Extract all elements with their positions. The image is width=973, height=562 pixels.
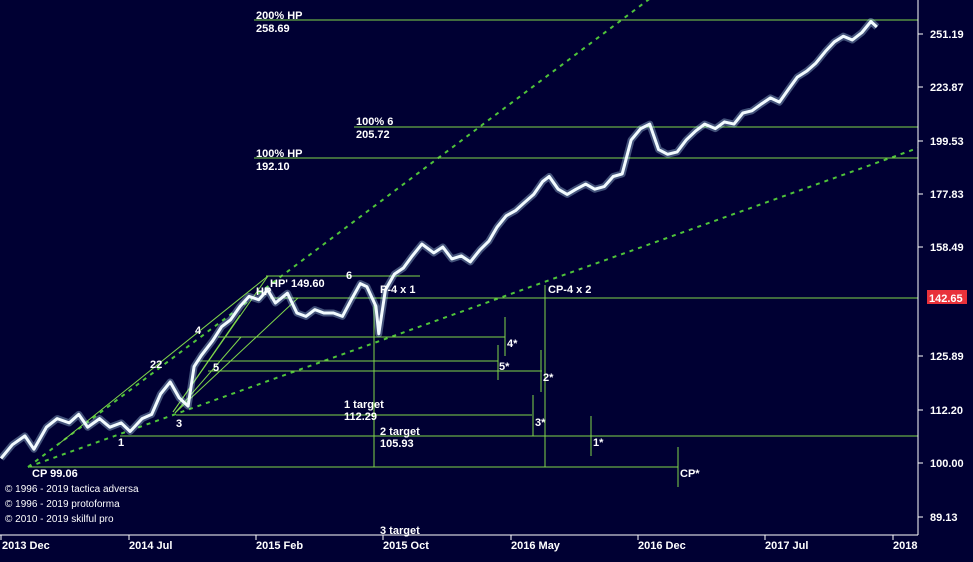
- level-label-1-target-name: 1 target: [344, 399, 384, 411]
- x-tick-label: 2015 Feb: [256, 540, 303, 552]
- level-label-2-target-value: 105.93: [380, 438, 414, 450]
- level-lines: [30, 19, 918, 468]
- point-label-group: HP 6 4 22 5 3 1 P-4 x 1 CP-4 x 2 4* 5* 2…: [118, 270, 700, 480]
- y-tick-label: 177.83: [930, 189, 964, 201]
- level-label-100-hp-value: 192.10: [256, 161, 290, 173]
- y-tick-label: 199.53: [930, 136, 964, 148]
- level-label-200-hp-value: 258.69: [256, 23, 290, 35]
- level-label-1-target-value: 112.29: [344, 411, 377, 423]
- level-label-100-hp-name: 100% HP: [256, 148, 302, 160]
- x-tick-label: 2016 May: [511, 540, 561, 552]
- copyright-line: © 2010 - 2019 skilful pro: [5, 514, 114, 525]
- y-tick-label: 100.00: [930, 458, 964, 470]
- x-tick-label: 2018: [893, 540, 917, 552]
- level-label-100-6-value: 205.72: [356, 129, 390, 141]
- x-tick-label: 2016 Dec: [638, 540, 686, 552]
- current-price-badge-bg: [927, 290, 967, 304]
- y-tick-label: 89.13: [930, 512, 958, 524]
- copyright-block: © 1996 - 2019 tactica adversa © 1996 - 2…: [5, 484, 139, 525]
- point-label-p-4x1: P-4 x 1: [380, 284, 415, 296]
- point-label-3: 3: [176, 418, 182, 430]
- point-label-6: 6: [346, 270, 352, 282]
- point-label-cp-star: CP*: [680, 468, 700, 480]
- point-label-1-star: 1*: [593, 437, 604, 449]
- point-label-4: 4: [195, 325, 202, 337]
- level-label-100-6-name: 100% 6: [356, 116, 393, 128]
- point-label-hp: HP: [256, 286, 271, 298]
- trend-lines: [27, 0, 919, 468]
- copyright-line: © 1996 - 2019 tactica adversa: [5, 484, 139, 495]
- x-axis-ticks: 2013 Dec 2014 Jul 2015 Feb 2015 Oct 2016…: [0, 535, 917, 552]
- point-label-2-star: 2*: [543, 372, 554, 384]
- price-line: [0, 20, 878, 460]
- y-tick-label: 158.49: [930, 242, 964, 254]
- fan-line-c: [174, 297, 299, 414]
- point-label-22: 22: [150, 359, 162, 371]
- vertical-markers: [373, 285, 679, 487]
- y-tick-label: 125.89: [930, 351, 964, 363]
- hp-prime-label: HP' 149.60: [270, 278, 325, 290]
- point-label-5-star: 5*: [499, 361, 510, 373]
- point-label-1: 1: [118, 437, 124, 449]
- fan-line-b: [172, 314, 241, 413]
- x-tick-label: 2017 Jul: [765, 540, 808, 552]
- current-price-value: 142.65: [929, 293, 963, 305]
- y-tick-label: 112.20: [930, 405, 963, 417]
- level-label-3-target-name: 3 target: [380, 525, 420, 537]
- x-tick-label: 2014 Jul: [129, 540, 172, 552]
- level-label-200-hp-name: 200% HP: [256, 10, 302, 22]
- fan-line-e: [59, 275, 269, 444]
- point-label-3-star: 3*: [535, 417, 546, 429]
- current-price-badge: 142.65: [927, 290, 967, 305]
- fan-line-d: [174, 336, 242, 414]
- level-label-group: 200% HP 258.69 100% 6 205.72 100% HP 192…: [32, 10, 420, 537]
- point-label-5: 5: [213, 362, 219, 374]
- point-label-cp-4x2: CP-4 x 2: [548, 284, 591, 296]
- level-label-2-target-name: 2 target: [380, 426, 420, 438]
- y-axis-ticks: 251.19 223.87 199.53 177.83 158.49 125.8…: [918, 29, 964, 524]
- point-label-4-star: 4*: [507, 338, 518, 350]
- upper-trend-line: [27, 0, 650, 468]
- copyright-line: © 1996 - 2019 protoforma: [5, 499, 120, 510]
- y-tick-label: 223.87: [930, 82, 964, 94]
- x-tick-label: 2013 Dec: [2, 540, 50, 552]
- y-tick-label: 251.19: [930, 29, 964, 41]
- level-label-cp-name: CP 99.06: [32, 468, 78, 480]
- x-tick-label: 2015 Oct: [383, 540, 429, 552]
- fan-lines: [59, 275, 299, 444]
